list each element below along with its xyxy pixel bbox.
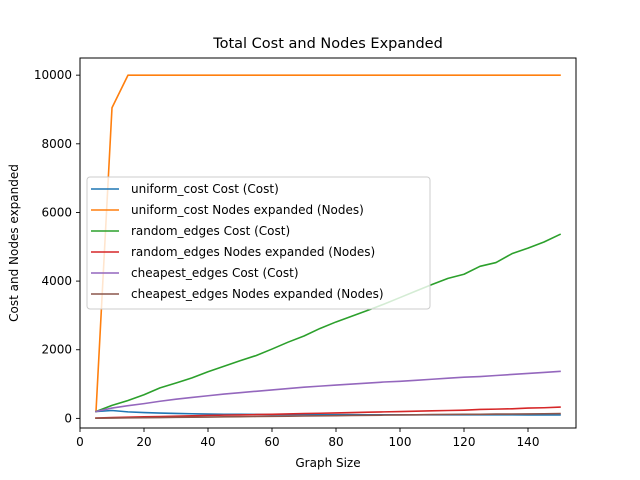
series-line-2	[95, 74, 561, 413]
legend-box	[86, 176, 431, 310]
y-tick-label: 10000	[34, 68, 72, 82]
axes-frame	[79, 57, 577, 429]
x-tick-label: 0	[76, 435, 84, 449]
series-line-5	[95, 370, 561, 413]
y-tick-label: 0	[64, 411, 72, 425]
y-axis: 0 2000 4000 6000 8000 10000	[34, 68, 80, 425]
y-tick-label: 8000	[41, 137, 72, 151]
x-tick-label: 120	[453, 435, 476, 449]
y-tick-label: 4000	[41, 274, 72, 288]
y-tick-label: 2000	[41, 343, 72, 357]
x-tick-label: 60	[264, 435, 279, 449]
x-tick-label: 40	[200, 435, 215, 449]
series-line-6	[95, 412, 561, 420]
series-line-4	[95, 406, 561, 419]
series-layer	[94, 74, 562, 420]
y-tick-label: 6000	[41, 205, 72, 219]
legend-entry-label: uniform_cost Cost (Cost)	[131, 182, 279, 196]
legend: uniform_cost Cost (Cost) uniform_cost Nod…	[86, 176, 431, 310]
x-axis: 0 20 40 60 80 100 120 140	[76, 428, 539, 449]
legend-entry-label: random_edges Cost (Cost)	[131, 224, 290, 238]
x-tick-label: 140	[517, 435, 540, 449]
legend-entry-label: cheapest_edges Nodes expanded (Nodes)	[131, 287, 384, 301]
legend-entry-label: cheapest_edges Cost (Cost)	[131, 266, 299, 280]
legend-entry-label: uniform_cost Nodes expanded (Nodes)	[131, 203, 364, 217]
x-axis-label: Graph Size	[295, 456, 360, 470]
plot-area: 0 20 40 60 80 100 120 140 0 2000 4000 6000 8000 1000…	[34, 57, 577, 449]
y-axis-label: Cost and Nodes expanded	[7, 164, 21, 322]
x-tick-label: 100	[389, 435, 412, 449]
x-tick-label: 20	[136, 435, 151, 449]
legend-entry-label: random_edges Nodes expanded (Nodes)	[131, 245, 375, 259]
chart-title: Total Cost and Nodes Expanded	[212, 36, 443, 52]
x-tick-label: 80	[328, 435, 343, 449]
series-line-3	[94, 233, 562, 413]
